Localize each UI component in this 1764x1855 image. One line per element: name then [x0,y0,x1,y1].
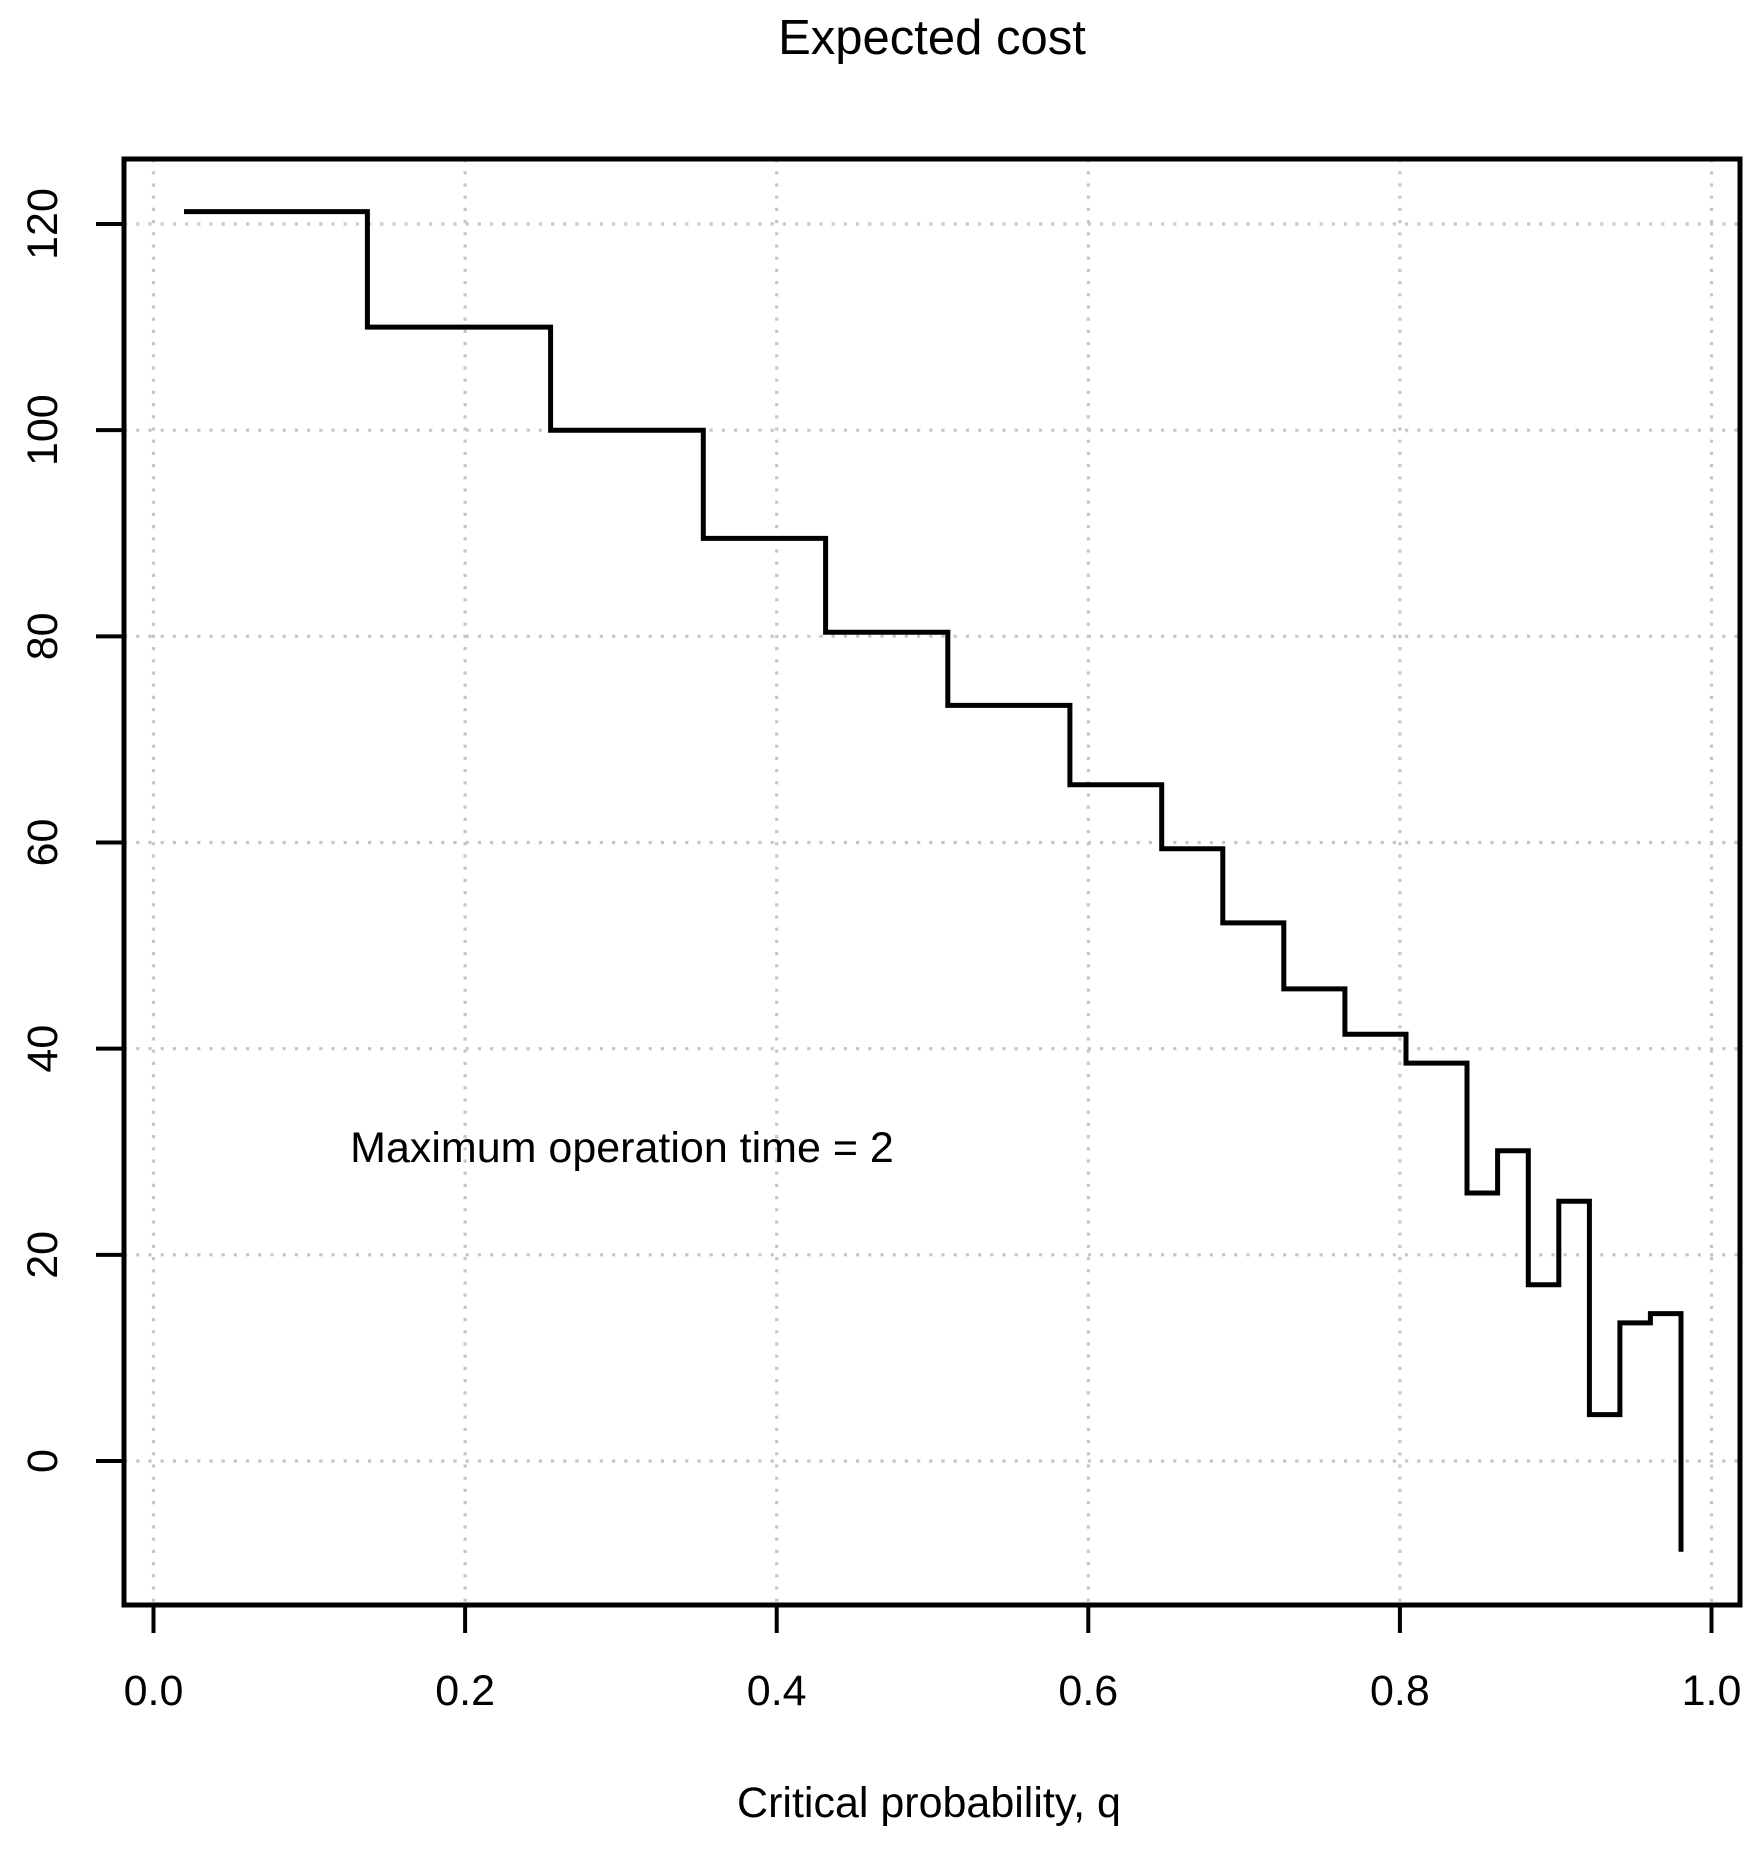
y-tick-label: 40 [19,1025,67,1073]
x-tick-label: 0.8 [1370,1667,1430,1715]
tick-layer [96,222,1714,1633]
y-tick-label: 120 [19,188,67,260]
x-tick-label: 1.0 [1682,1667,1742,1715]
step-line [184,209,1684,1552]
x-tick-label: 0.0 [124,1667,184,1715]
y-tick-label: 100 [19,394,67,466]
annotation-text: Maximum operation time = 2 [350,1124,894,1172]
series-layer [184,209,1684,1552]
plot-box [121,156,1743,1608]
plot-title: Expected cost [778,11,1086,65]
y-tick-label: 20 [19,1231,67,1279]
x-tick-label: 0.6 [1058,1667,1118,1715]
tick-label-layer: 0.0 0.2 0.4 0.6 0.8 1.0 0 20 40 60 80 100 120 [19,188,1741,1715]
y-tick-label: 0 [19,1449,67,1473]
x-axis-label: Critical probability, q [737,1779,1121,1827]
y-tick-label: 80 [19,612,67,660]
x-tick-label: 0.2 [435,1667,495,1715]
x-tick-label: 0.4 [747,1667,807,1715]
grid-layer [124,159,1740,1605]
y-tick-label: 60 [19,819,67,867]
